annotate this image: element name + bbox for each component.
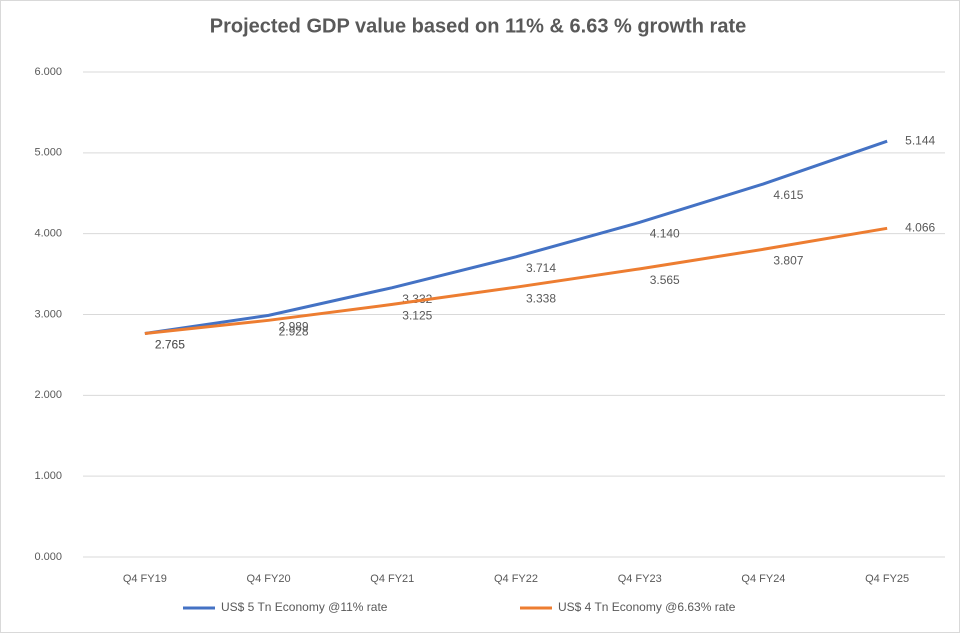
data-label: 2.989	[279, 320, 309, 334]
y-tick-label: 0.000	[34, 551, 62, 563]
y-tick-label: 3.000	[34, 308, 62, 320]
data-label: 4.140	[650, 227, 680, 241]
data-label: 4.615	[773, 188, 803, 202]
data-label: 3.807	[773, 253, 803, 267]
data-label: 3.338	[526, 291, 556, 305]
data-label: 3.565	[650, 273, 680, 287]
legend-label: US$ 5 Tn Economy @11% rate	[221, 600, 388, 614]
series-line	[144, 139, 888, 335]
y-tick-label: 5.000	[34, 147, 62, 159]
data-label: 3.125	[402, 309, 432, 323]
data-label: 2.928	[279, 324, 309, 338]
legend-label: US$ 4 Tn Economy @6.63% rate	[558, 600, 736, 614]
data-label: 3.714	[526, 261, 556, 275]
x-tick-label: Q4 FY25	[865, 573, 909, 585]
x-tick-label: Q4 FY23	[618, 573, 662, 585]
x-tick-label: Q4 FY24	[741, 573, 785, 585]
data-label: 2.765	[155, 338, 185, 352]
data-label: 5.144	[905, 133, 935, 147]
data-label: 4.066	[905, 221, 935, 235]
data-label: 2.765	[155, 338, 185, 352]
chart-title: Projected GDP value based on 11% & 6.63 …	[210, 15, 746, 37]
x-tick-label: Q4 FY22	[494, 573, 538, 585]
x-tick-label: Q4 FY19	[123, 573, 167, 585]
y-tick-label: 1.000	[34, 470, 62, 482]
y-tick-label: 6.000	[34, 66, 62, 78]
x-tick-label: Q4 FY21	[370, 573, 414, 585]
x-tick-label: Q4 FY20	[247, 573, 291, 585]
y-tick-label: 4.000	[34, 228, 62, 240]
y-tick-label: 2.000	[34, 389, 62, 401]
series-line	[144, 226, 888, 335]
